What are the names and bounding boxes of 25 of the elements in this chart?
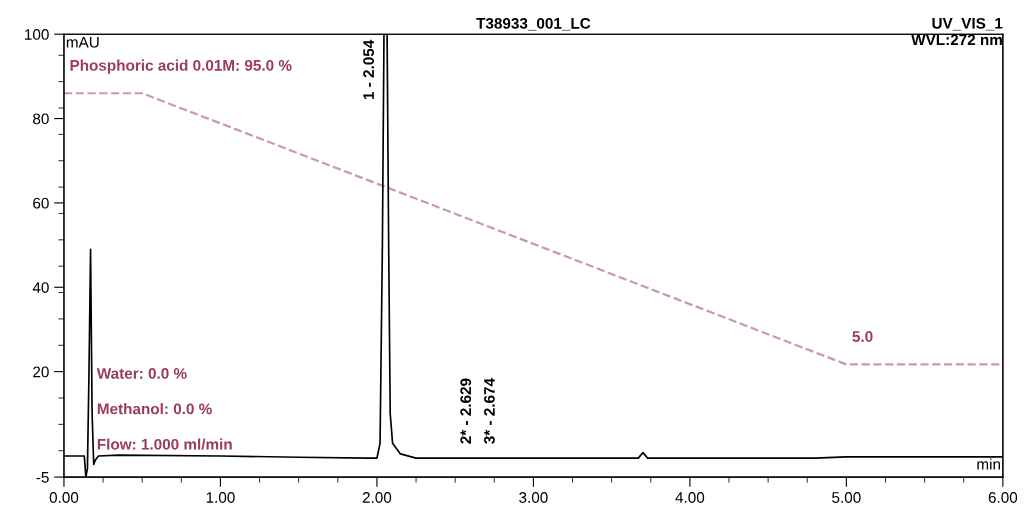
y-tick-label: 100 (25, 29, 49, 40)
annotation: Water: 0.0 % (96, 368, 187, 379)
chart-title: T38933_001_LC (476, 17, 591, 31)
annotation: 2* - 2.629 (460, 378, 472, 444)
x-tick-label: 5.00 (832, 492, 861, 503)
y-tick-label: 60 (33, 197, 49, 209)
y-tick-label: 80 (33, 113, 49, 125)
annotation: Methanol: 0.0 % (97, 403, 212, 415)
x-tick-label: 3.00 (519, 492, 548, 503)
y-tick-label: 20 (33, 366, 49, 378)
annotation: 3* - 2.674 (484, 378, 495, 444)
annotation: Flow: 1.000 ml/min (97, 438, 232, 450)
data-label: 5.0 (852, 331, 873, 342)
y-tick-label: 40 (32, 282, 49, 293)
annotation: 1 - 2.054 (363, 39, 375, 100)
y-tick-label: -5 (36, 472, 49, 483)
x-tick-label: 2.00 (362, 492, 392, 503)
y-axis-title: mAU (66, 36, 99, 48)
x-axis-title: min (977, 458, 1000, 470)
x-tick-label: 4.00 (675, 492, 705, 503)
chart-subtitle: UV_VIS_1 WVL:272 nm (911, 17, 1003, 46)
x-tick-label: 1.00 (206, 492, 235, 503)
data-label: Phosphoric acid 0.01M: 95.0 % (70, 59, 292, 74)
x-tick-label: 6.00 (988, 492, 1018, 503)
x-tick-label: 0.00 (49, 492, 79, 503)
